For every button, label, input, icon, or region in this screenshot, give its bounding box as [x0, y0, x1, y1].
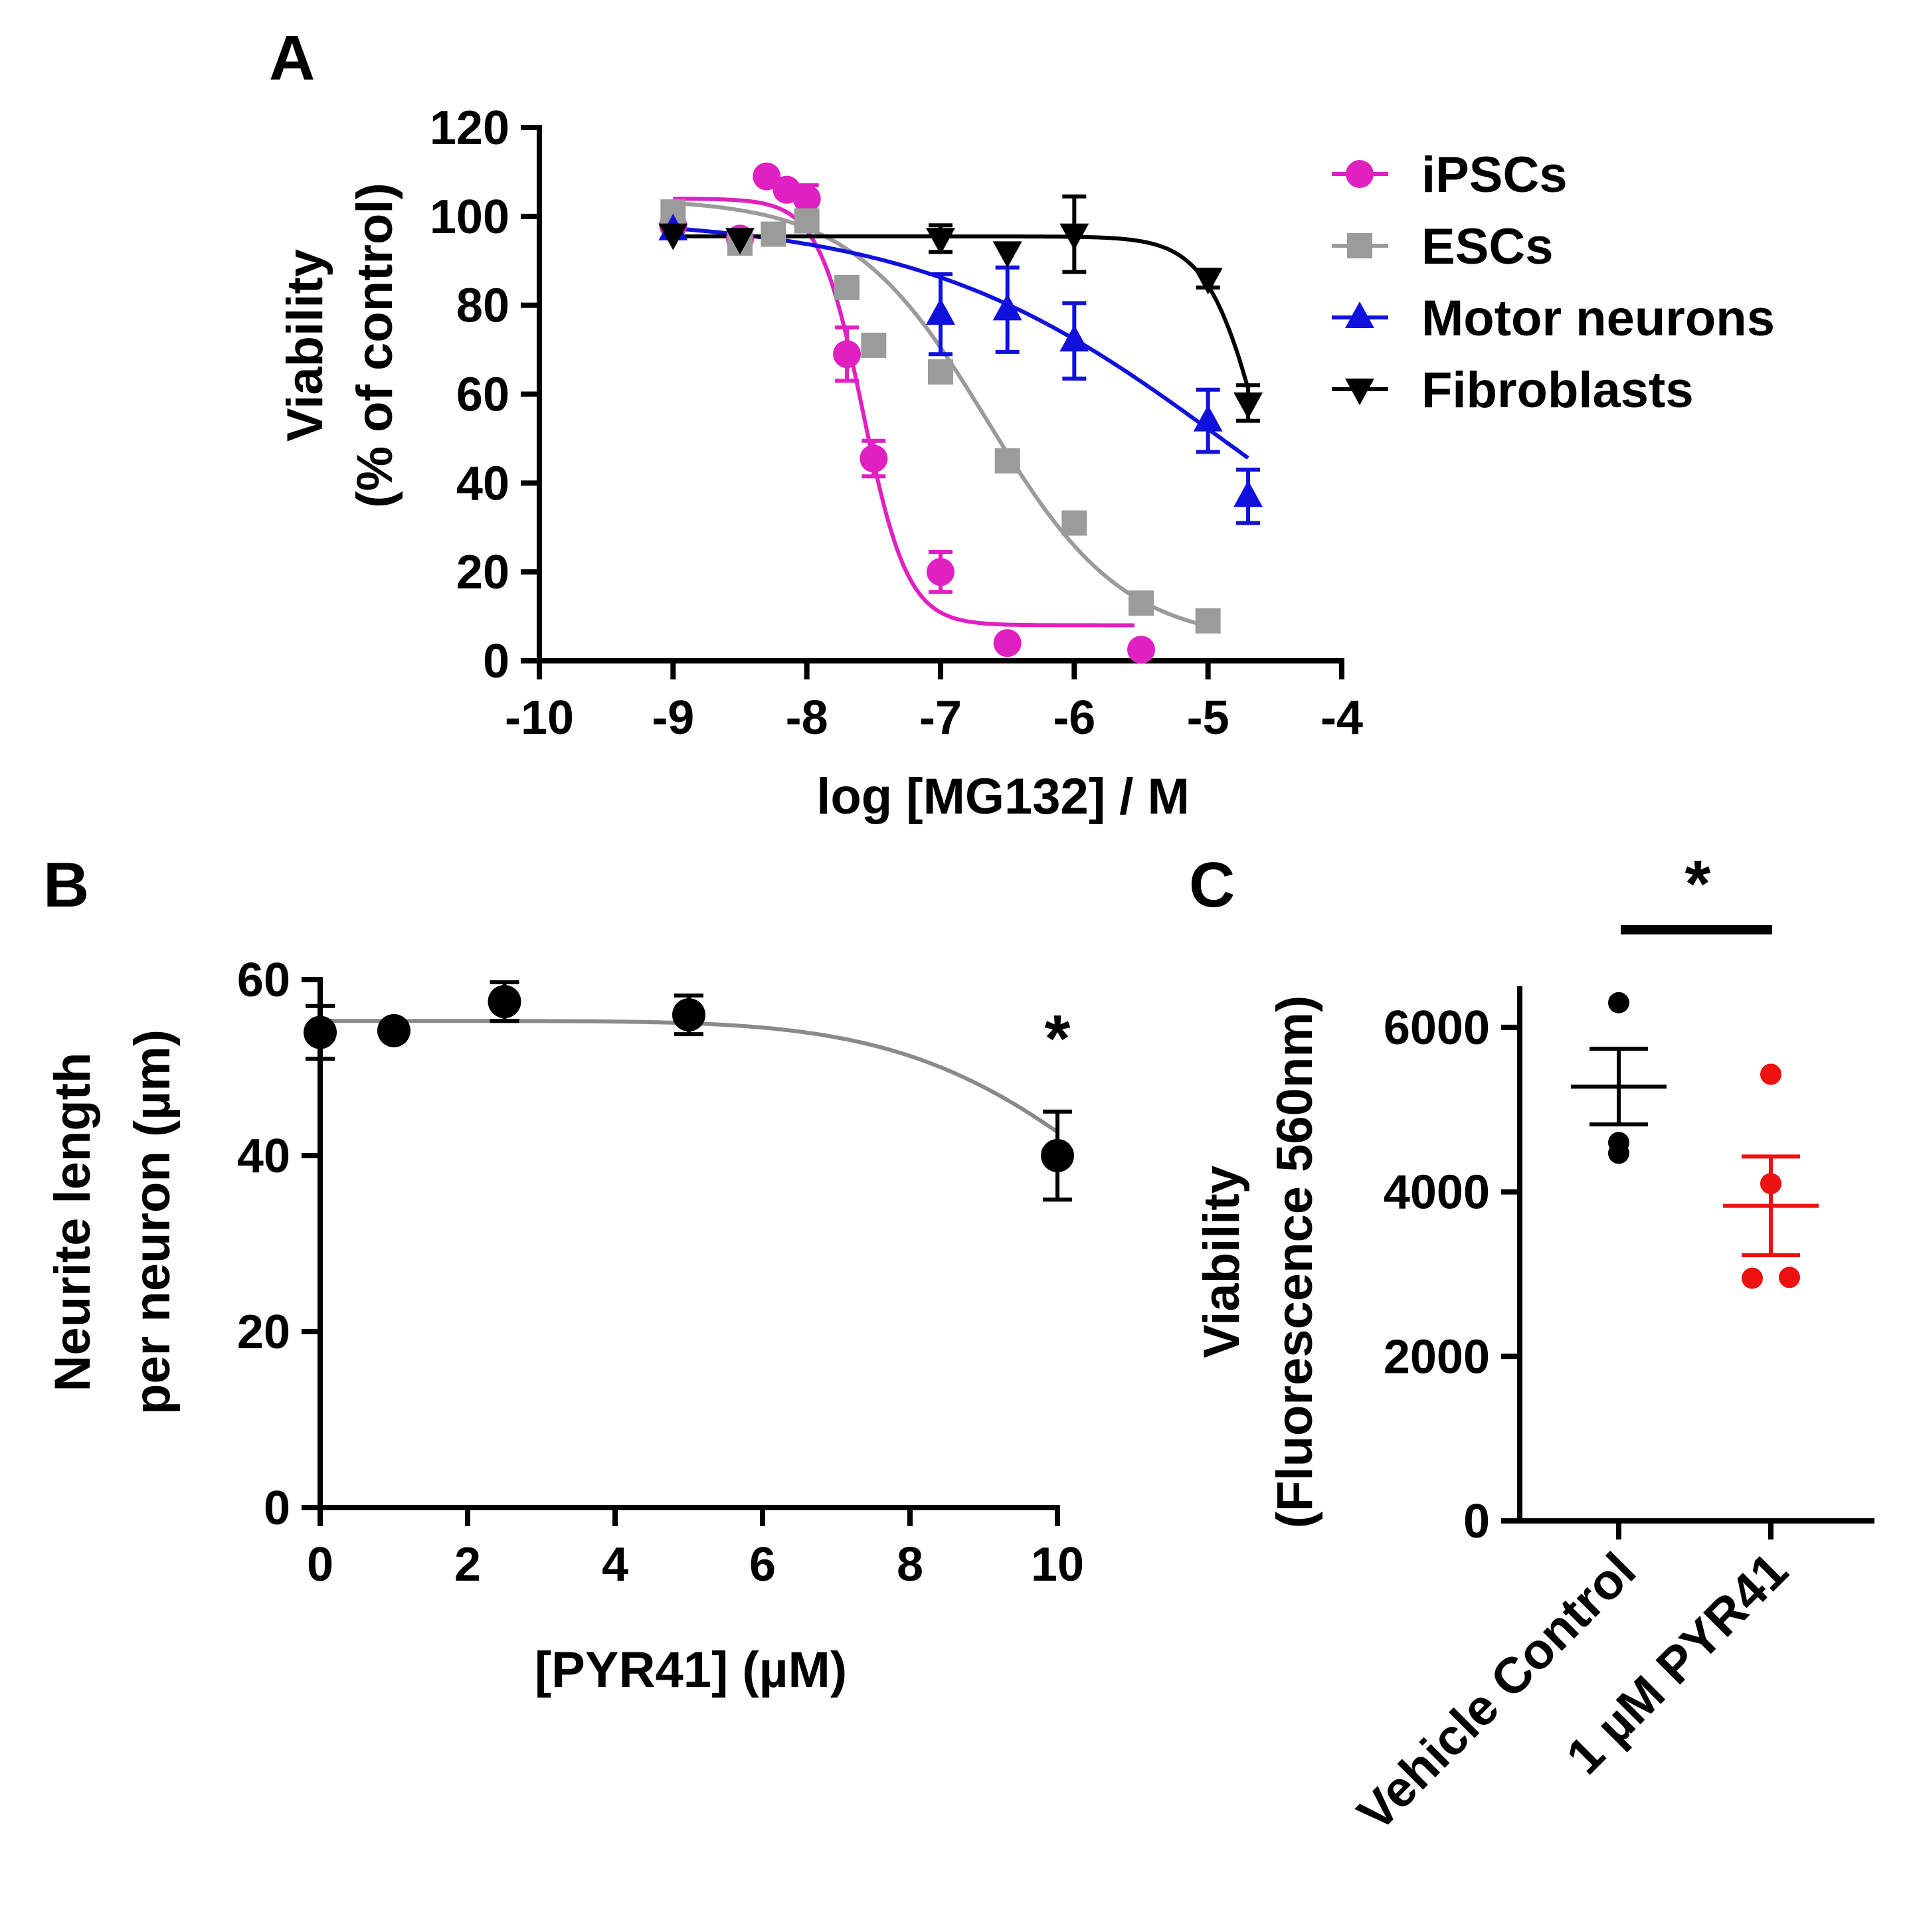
panel-b-x-tick-label: 4 [602, 1538, 628, 1591]
panel-a-x-tick-label: -10 [505, 691, 574, 745]
panel-a-point-0-5 [833, 340, 862, 369]
panel-a-point-1-5 [861, 332, 887, 358]
legend-marker-0 [1346, 160, 1374, 188]
panel-c-y-tick-label: 6000 [1384, 1002, 1490, 1055]
panel-b-y-tick-label: 40 [237, 1130, 290, 1183]
panel-a-y-axis-label-line1: Viability [277, 249, 333, 442]
panel-b-data-points: * [304, 980, 1074, 1202]
panel-b-x-tick-label: 8 [897, 1538, 923, 1591]
legend-marker-2 [1345, 302, 1374, 328]
panel-a-point-1-6 [928, 359, 953, 385]
legend-marker-1 [1347, 233, 1372, 258]
panel-b-x-tick-label: 6 [749, 1538, 776, 1591]
panel-b-point-4 [1041, 1139, 1074, 1172]
legend-label-0: iPSCs [1421, 147, 1568, 203]
panel-a-point-0-9 [1127, 636, 1155, 664]
panel-a-y-tick-label: 0 [483, 635, 509, 688]
panel-a-point-0-8 [993, 629, 1022, 658]
panel-b-y-axis-label-line1: Neurite length [45, 1053, 101, 1392]
panel-b-y-axis-label-line2: per neuron (µm) [124, 1029, 181, 1415]
panel-b-significance-star: * [1045, 1002, 1071, 1076]
legend-label-1: ESCs [1421, 219, 1554, 275]
panel-a-point-3-5 [1193, 268, 1223, 295]
panel-a-fit-curve-0 [673, 197, 1135, 628]
panel-a-point-1-8 [1061, 510, 1087, 536]
legend-marker-3 [1345, 379, 1374, 405]
panel-a-point-2-3 [1059, 325, 1089, 352]
panel-a: A 0 20 40 60 80 100 120 -10 -9 -8 -7 -6 -5 -4 log [MG… [269, 23, 1775, 825]
panel-a-point-3-1 [725, 228, 755, 255]
panel-a-point-2-1 [926, 298, 955, 325]
panel-a-point-0-4 [792, 185, 821, 213]
panel-c-y-tick-label: 0 [1463, 1495, 1490, 1548]
panel-b-x-tick-label: 0 [307, 1538, 333, 1591]
panel-c-point-0-2 [1608, 1142, 1629, 1164]
panel-b-y-tick-label: 60 [237, 954, 290, 1007]
panel-a-point-1-4 [834, 274, 860, 300]
panel-a-point-3-0 [658, 223, 688, 250]
panel-a-point-0-2 [753, 162, 781, 191]
panel-a-x-tick-label: -6 [1053, 691, 1095, 745]
panel-b-x-tick-label: 10 [1031, 1538, 1084, 1591]
panel-a-point-3-2 [926, 228, 955, 255]
panel-c-data-points [1571, 992, 1819, 1289]
panel-c-y-tick-label: 2000 [1384, 1330, 1490, 1383]
panel-a-x-tick-label: -5 [1187, 691, 1229, 745]
panel-a-x-tick-label: -4 [1320, 691, 1363, 745]
panel-a-point-0-6 [860, 444, 888, 473]
panel-a-point-0-7 [927, 558, 954, 586]
legend-label-3: Fibroblasts [1421, 362, 1694, 418]
panel-c-sem-bar-0 [1589, 1047, 1648, 1127]
panel-b-y-tick-label: 0 [264, 1482, 290, 1535]
panel-c-y-tick-label: 4000 [1384, 1166, 1490, 1219]
panel-a-point-2-4 [1193, 404, 1223, 432]
panel-b-x-tick-label: 2 [454, 1538, 481, 1591]
panel-b-x-axis-label: [PYR41] (µM) [535, 1642, 847, 1698]
panel-a-y-tick-label: 60 [456, 369, 509, 422]
panel-c-y-axis-label-line1: Viability [1194, 1166, 1250, 1358]
panel-c-letter: C [1189, 849, 1235, 921]
panel-a-legend: iPSCs ESCs Motor neurons Fibroblasts [1332, 147, 1775, 418]
panel-a-point-3-6 [1233, 392, 1263, 419]
panel-a-y-tick-label: 20 [456, 546, 509, 599]
panel-a-y-tick-label: 100 [430, 191, 509, 244]
panel-a-axes: 0 20 40 60 80 100 120 -10 -9 -8 -7 -6 -5 -4 [430, 102, 1363, 745]
panel-a-point-2-5 [1233, 480, 1263, 507]
panel-b-point-1 [377, 1013, 410, 1047]
panel-a-y-tick-label: 80 [456, 280, 509, 333]
panel-a-y-tick-label: 40 [456, 457, 509, 510]
panel-b: B 0 20 40 60 0 2 4 6 8 10 * [PYR41] (µM) Neurite … [43, 849, 1084, 1698]
panel-c-point-0-0 [1608, 992, 1629, 1013]
panel-a-y-tick-label: 120 [430, 102, 509, 155]
panel-b-letter: B [43, 849, 89, 921]
panel-a-point-2-2 [992, 294, 1022, 321]
panel-a-y-axis-label-line2: (% of control) [347, 183, 403, 508]
panel-a-x-tick-label: -9 [652, 691, 694, 745]
panel-c-point-1-0 [1760, 1063, 1781, 1085]
panel-a-point-3-4 [1059, 223, 1089, 250]
panel-a-point-1-7 [994, 448, 1020, 474]
panel-c-sem-bar-1 [1742, 1154, 1800, 1257]
panel-a-x-tick-label: -7 [919, 691, 962, 745]
panel-a-point-1-9 [1129, 590, 1154, 616]
panel-c-significance-star: * [1685, 847, 1711, 921]
panel-a-x-axis-label: log [MG132] / M [816, 768, 1190, 825]
panel-c-point-1-2 [1742, 1267, 1763, 1289]
panel-a-data-points [658, 162, 1263, 664]
panel-b-axes: 0 20 40 60 0 2 4 6 8 10 [237, 954, 1084, 1591]
panel-b-y-tick-label: 20 [237, 1306, 290, 1359]
legend-label-2: Motor neurons [1421, 290, 1775, 347]
panel-a-letter: A [269, 23, 315, 94]
panel-b-point-0 [304, 1015, 337, 1049]
panel-a-point-1-3 [794, 208, 820, 234]
panel-a-x-tick-label: -8 [786, 691, 828, 745]
panel-c-point-1-3 [1779, 1267, 1800, 1288]
panel-b-point-2 [488, 985, 521, 1019]
panel-b-point-3 [672, 998, 705, 1031]
panel-a-point-1-2 [761, 221, 786, 247]
panel-a-point-3-3 [992, 241, 1022, 268]
panel-a-point-1-10 [1195, 608, 1221, 634]
panel-c-y-axis-label-line2: (Fluorescence 560nm) [1267, 996, 1323, 1529]
